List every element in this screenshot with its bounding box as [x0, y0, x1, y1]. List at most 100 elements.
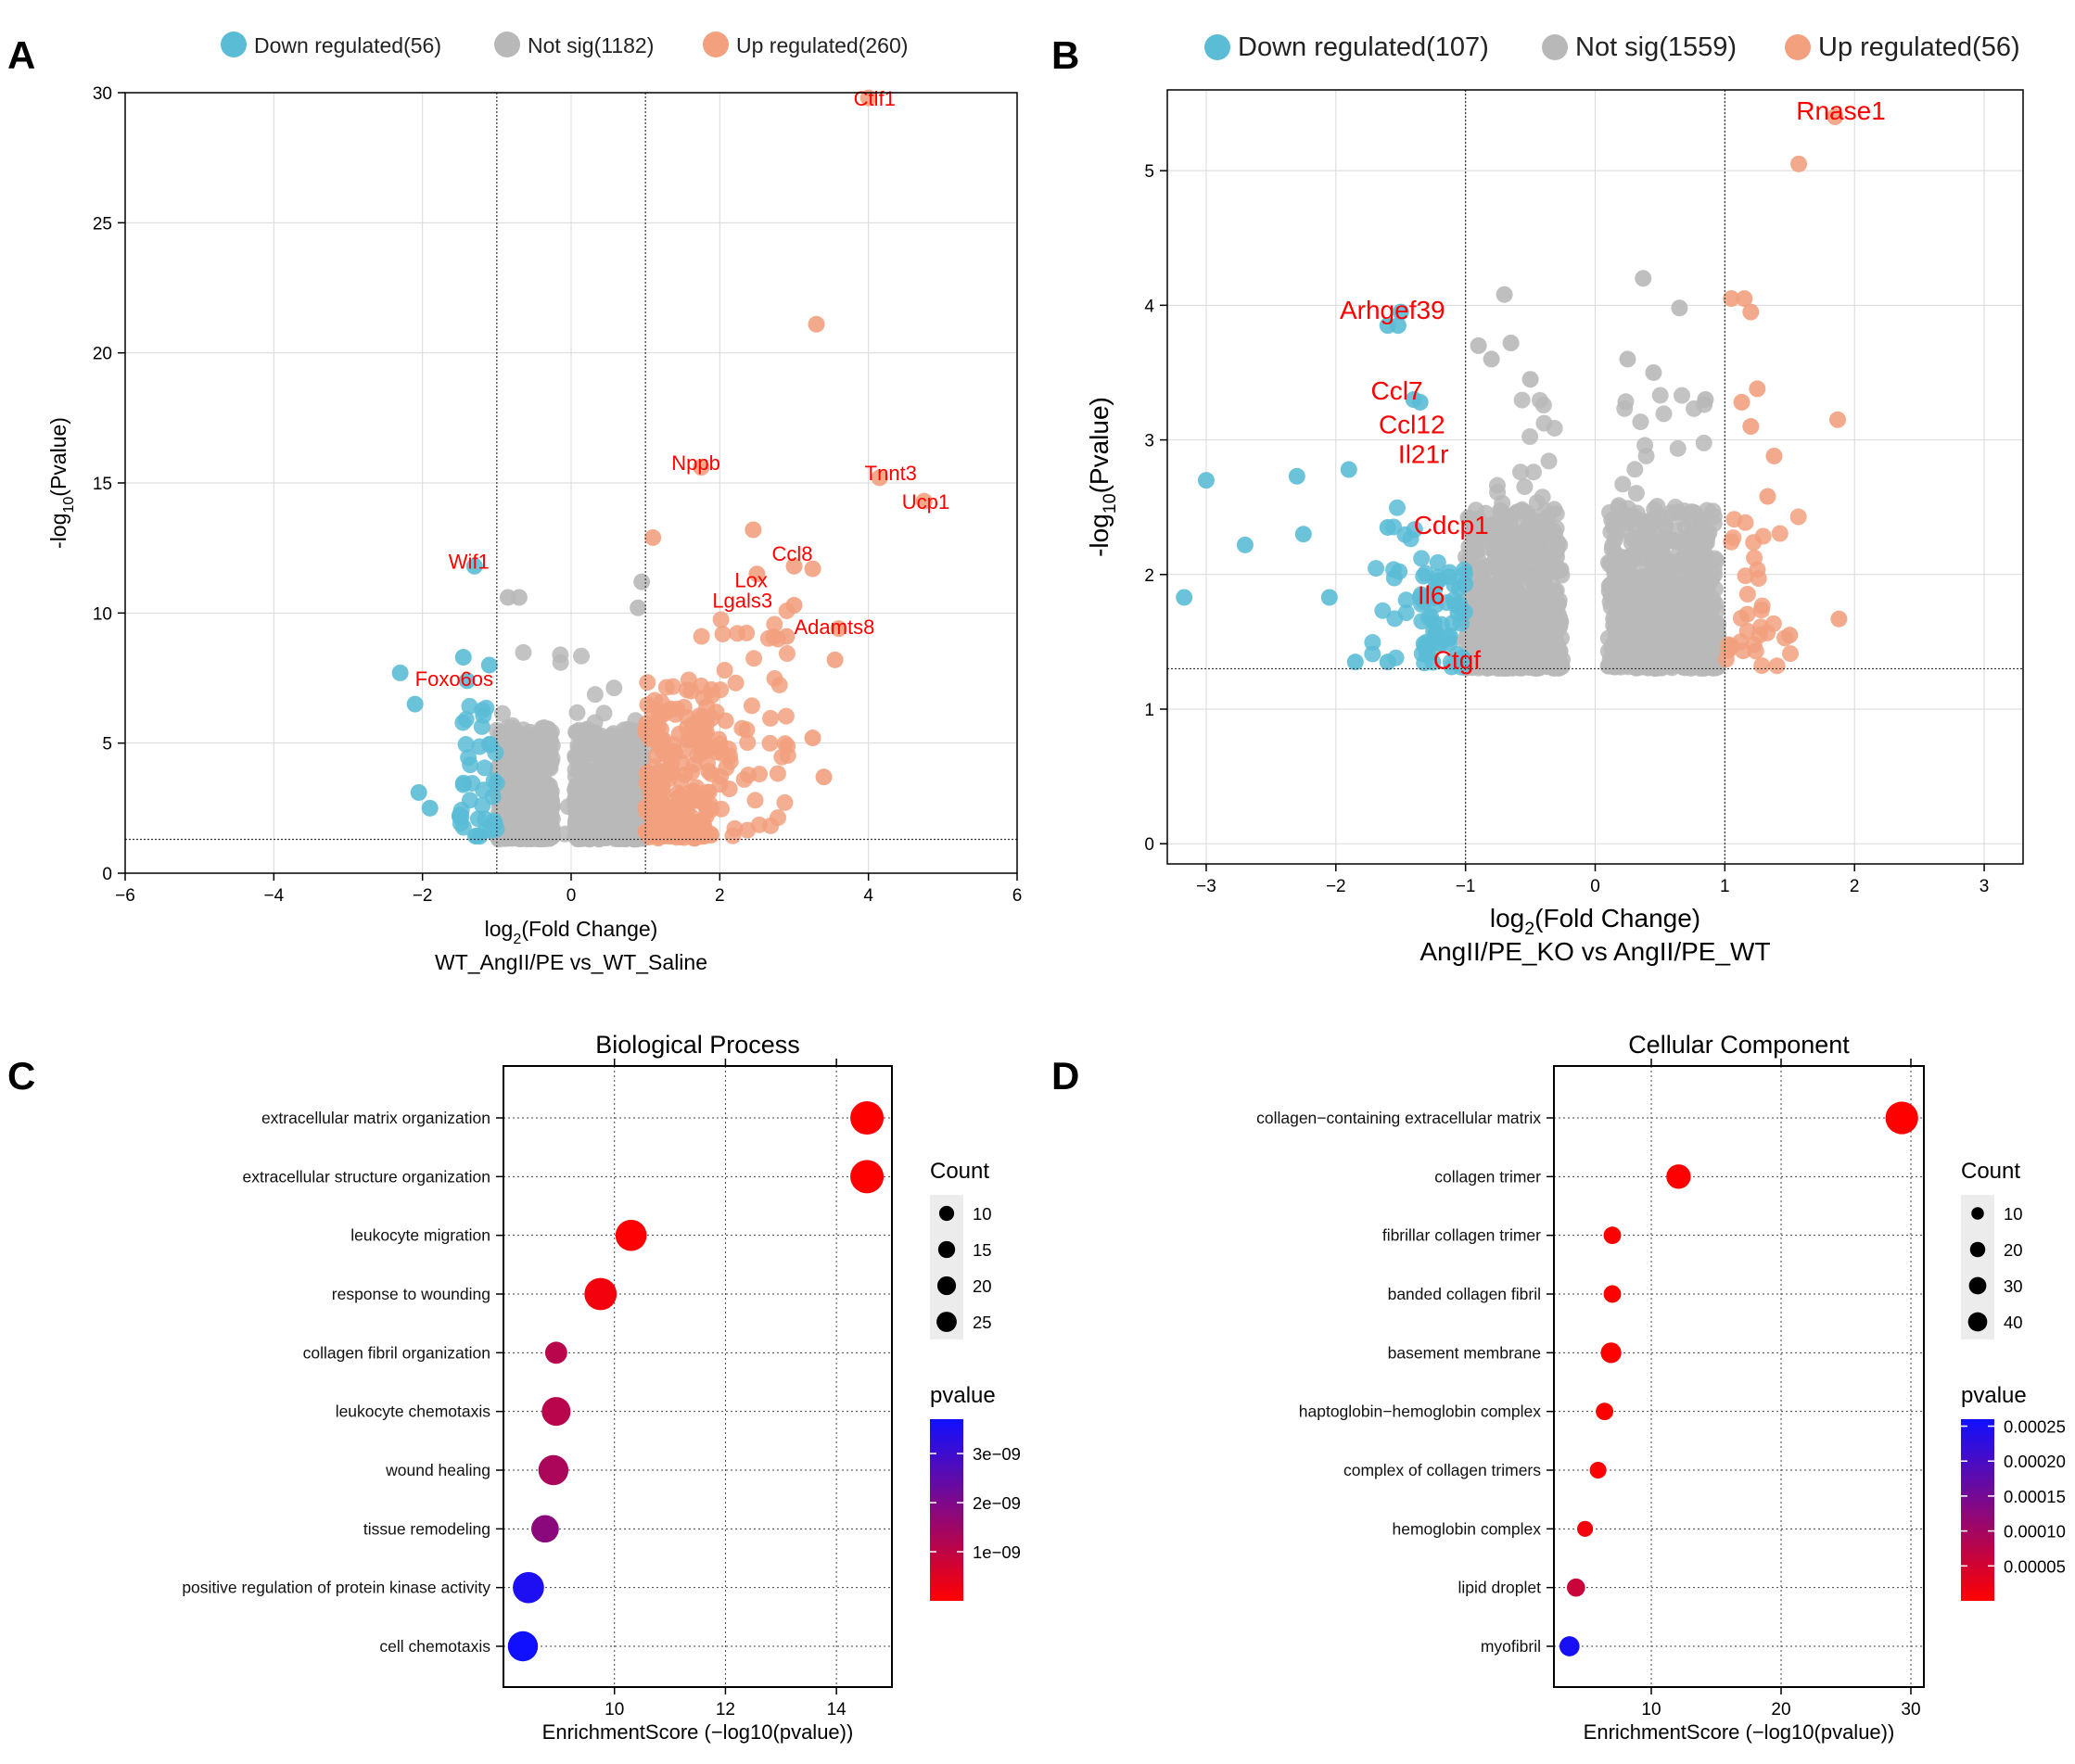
x-tick-label: −3 [1196, 877, 1216, 896]
point-down [452, 808, 470, 826]
point-down [1432, 615, 1450, 633]
point-up [647, 808, 665, 826]
panel-b-volcano: B Down regulated(107) Not sig(1559) Up regu… [1051, 32, 2024, 966]
point-up [1768, 657, 1786, 675]
point-notsig [1526, 620, 1544, 638]
point-notsig [1618, 506, 1636, 524]
x-tick-label: −2 [413, 886, 433, 906]
y-tick-label: 10 [93, 604, 112, 624]
point-notsig [1604, 537, 1622, 554]
panel-c-dotplot: C Biological Process extracellular matrix … [7, 1031, 1021, 1744]
point-notsig [593, 735, 611, 753]
point-notsig [1521, 428, 1539, 446]
point-notsig [1622, 613, 1639, 630]
point-notsig [594, 778, 612, 795]
point-notsig [542, 723, 560, 741]
point-up [1737, 514, 1754, 531]
count-legend-dot [1971, 1207, 1984, 1220]
point-up [871, 469, 888, 487]
point-notsig [1649, 652, 1667, 669]
point-up [1747, 642, 1764, 660]
point-down [1385, 561, 1403, 578]
point-notsig [1651, 387, 1669, 404]
point-notsig [1698, 556, 1715, 574]
point-notsig [1534, 397, 1552, 414]
legend-marker-up [703, 32, 729, 57]
point-up [726, 819, 744, 837]
point-notsig [1704, 502, 1722, 520]
term-label: leukocyte migration [350, 1226, 490, 1245]
point-notsig [1642, 638, 1660, 655]
point-notsig [1637, 447, 1655, 464]
point-down [1427, 596, 1445, 614]
point-up [691, 707, 708, 725]
x-axis-label: EnrichmentScore (−log10(pvalue)) [1584, 1720, 1895, 1744]
term-label: hemoglobin complex [1392, 1519, 1541, 1538]
point-up [681, 823, 699, 841]
point-notsig [1516, 650, 1534, 667]
count-legend-dot [936, 1275, 957, 1296]
term-dot [1600, 1342, 1622, 1364]
point-down [1402, 530, 1419, 548]
point-up [778, 628, 796, 645]
plot-frame [1553, 1065, 1925, 1688]
gene-label: Ctgf [1433, 645, 1482, 674]
panel-letter: D [1051, 1054, 1079, 1098]
gene-label: Tnnt3 [865, 462, 917, 485]
point-notsig [630, 599, 647, 616]
point-notsig [1699, 624, 1716, 641]
x-tick-label: 10 [1641, 1700, 1661, 1720]
point-notsig [1511, 632, 1529, 650]
panel-letter: A [7, 33, 35, 77]
point-down [1379, 518, 1396, 536]
point-notsig [1628, 594, 1646, 612]
point-notsig [1489, 613, 1507, 630]
gene-label: Ctlf1 [854, 87, 896, 110]
y-tick-label: 1 [1144, 701, 1154, 720]
point-down [1374, 602, 1392, 619]
count-legend-label: 15 [973, 1240, 992, 1260]
point-up [815, 768, 833, 786]
point-notsig [1675, 502, 1693, 520]
point-down [465, 557, 483, 575]
point-notsig [587, 818, 605, 835]
point-down [1411, 393, 1429, 411]
point-notsig [1612, 656, 1630, 674]
x-tick-label: −4 [263, 886, 284, 906]
point-down [1420, 609, 1438, 627]
x-axis-label: log2(Fold Change) [1490, 904, 1700, 939]
point-notsig [530, 795, 548, 813]
legend-label-notsig: Not sig(1559) [1575, 32, 1737, 62]
point-up [653, 693, 670, 711]
point-notsig [593, 756, 611, 774]
point-notsig [1664, 639, 1682, 656]
point-notsig [515, 643, 532, 661]
gene-label: Foxo6os [415, 667, 493, 691]
legend-label-up: Up regulated(260) [736, 33, 908, 57]
point-notsig [1513, 551, 1531, 568]
point-up [1746, 549, 1763, 566]
point-notsig [1645, 363, 1662, 381]
point-notsig [1615, 576, 1633, 593]
point-up [746, 792, 764, 809]
y-tick-label: 0 [102, 865, 112, 884]
point-notsig [488, 721, 505, 739]
point-notsig [552, 646, 569, 664]
point-up [1723, 638, 1740, 655]
point-up [748, 565, 766, 583]
term-label: haptoglobin−hemoglobin complex [1299, 1402, 1541, 1421]
colorbar-label: 2e−09 [973, 1493, 1021, 1513]
point-down [1294, 526, 1312, 543]
point-notsig [580, 765, 598, 782]
point-notsig [619, 756, 637, 774]
colorbar-label: 0.00005 [2004, 1556, 2066, 1576]
legend-marker-down [1204, 34, 1230, 60]
term-label: banded collagen fibril [1388, 1285, 1541, 1303]
x-axis-label: EnrichmentScore (−log10(pvalue)) [542, 1720, 854, 1744]
point-notsig [1624, 530, 1642, 548]
term-label: myofibril [1481, 1637, 1541, 1656]
point-down [473, 717, 490, 735]
x-tick-label: 0 [1590, 877, 1600, 896]
point-up [808, 315, 825, 333]
legend-label-up: Up regulated(56) [1818, 32, 2020, 62]
